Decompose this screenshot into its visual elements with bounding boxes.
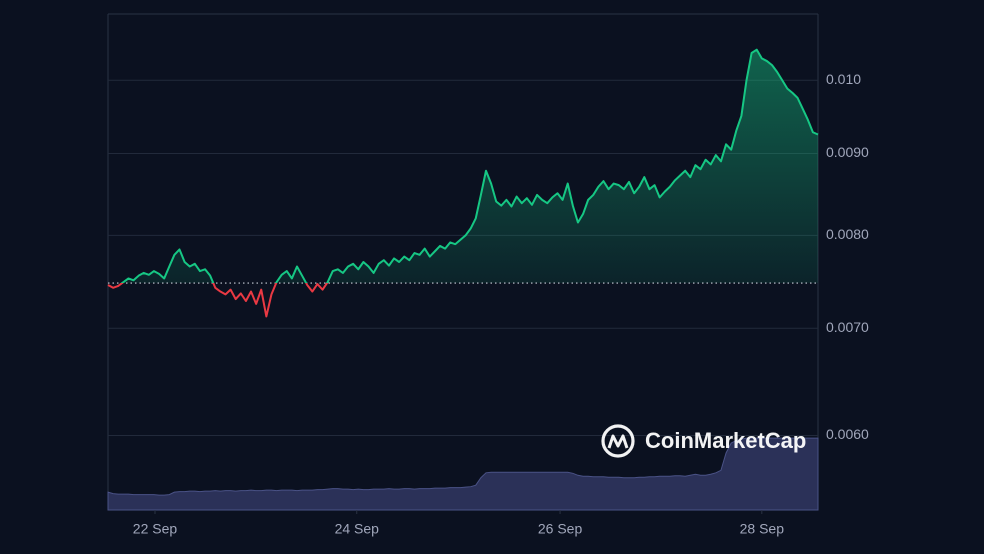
y-tick-label: 0.0080 bbox=[826, 226, 869, 242]
y-tick-label: 0.0090 bbox=[826, 144, 869, 160]
watermark: CoinMarketCap bbox=[601, 424, 806, 458]
x-tick-label: 26 Sep bbox=[538, 521, 583, 537]
x-tick-label: 24 Sep bbox=[335, 521, 380, 537]
price bbox=[107, 48, 819, 318]
axes: 0.0060 0.0070 0.0080 0.0090 0.010 22 Sep 24 Se… bbox=[133, 71, 869, 537]
watermark-text: CoinMarketCap bbox=[645, 428, 806, 453]
watermark-logo bbox=[601, 424, 635, 458]
volume-area bbox=[107, 437, 819, 511]
price-line bbox=[107, 48, 819, 318]
watermark-logo-mark bbox=[607, 434, 629, 449]
y-tick-label: 0.0060 bbox=[826, 426, 869, 442]
volume bbox=[107, 437, 819, 511]
x-tick-label: 28 Sep bbox=[740, 521, 785, 537]
price-area bbox=[122, 49, 818, 284]
y-tick-label: 0.010 bbox=[826, 71, 861, 87]
y-tick-label: 0.0070 bbox=[826, 319, 869, 335]
x-tick-label: 22 Sep bbox=[133, 521, 178, 537]
